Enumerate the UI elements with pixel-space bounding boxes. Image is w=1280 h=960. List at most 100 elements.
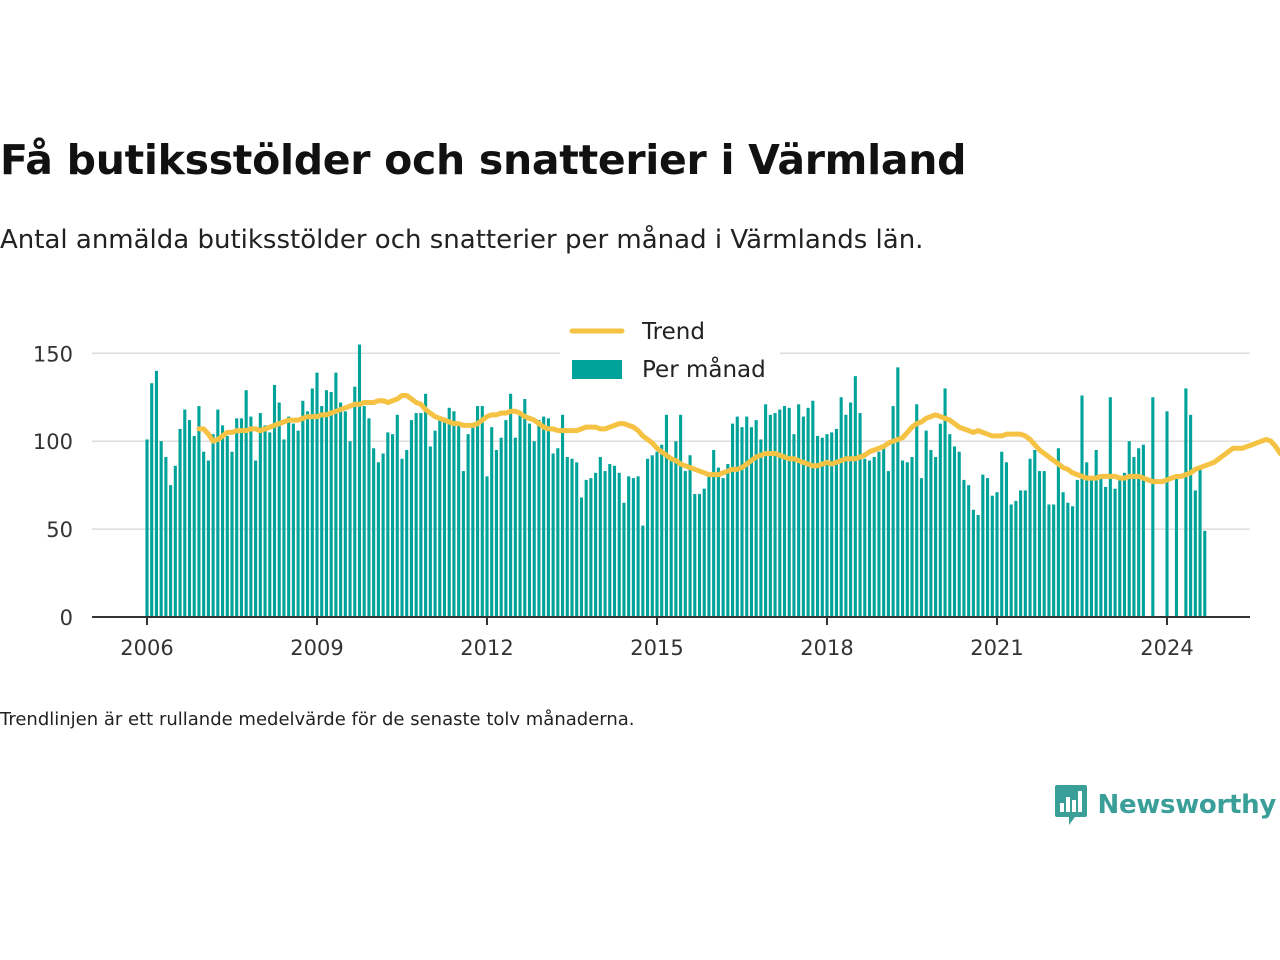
bar <box>1198 469 1202 617</box>
bar <box>801 416 805 617</box>
bar <box>1075 479 1079 617</box>
bar <box>579 497 583 617</box>
bar <box>1189 414 1193 617</box>
bar <box>938 423 942 617</box>
bar <box>627 476 631 617</box>
bar <box>438 418 442 617</box>
bar <box>206 460 210 617</box>
bar <box>277 402 281 617</box>
bar <box>664 414 668 617</box>
x-tick-label: 2018 <box>800 636 853 660</box>
bar <box>1127 441 1131 617</box>
bar <box>178 428 182 617</box>
bar <box>679 414 683 617</box>
bar <box>853 376 857 617</box>
bar <box>320 406 324 617</box>
bar <box>395 414 399 617</box>
bar <box>306 411 310 617</box>
bar <box>740 427 744 617</box>
bar <box>1028 458 1032 617</box>
legend-bars-swatch <box>572 360 622 379</box>
bar <box>296 430 300 617</box>
bar <box>575 462 579 617</box>
bar <box>202 451 206 617</box>
bar <box>461 471 465 617</box>
bar <box>1004 462 1008 617</box>
bar <box>1099 476 1103 617</box>
bar <box>915 404 919 617</box>
bar <box>825 434 829 617</box>
bar <box>542 416 546 617</box>
bar <box>867 460 872 617</box>
bar <box>343 411 347 617</box>
bar <box>990 495 994 617</box>
chart-title: Få butiksstölder och snatterier i Värmla… <box>0 136 967 184</box>
bar <box>433 430 437 617</box>
bar <box>811 400 815 617</box>
bar <box>197 406 201 617</box>
bar <box>1132 457 1136 617</box>
bar <box>584 479 588 617</box>
bar <box>480 406 484 617</box>
bar <box>173 465 177 617</box>
bar <box>339 402 343 617</box>
bar <box>301 400 305 617</box>
bar <box>499 437 503 617</box>
bar <box>428 446 432 617</box>
bar <box>485 476 489 617</box>
x-tick-label: 2024 <box>1140 636 1193 660</box>
bar <box>830 432 834 617</box>
bar <box>1052 504 1056 617</box>
trend-line <box>196 392 1280 485</box>
bar <box>943 388 947 617</box>
bar <box>1085 462 1089 617</box>
bar <box>442 420 447 617</box>
bar <box>1009 504 1013 617</box>
bar <box>192 435 196 617</box>
bar <box>367 418 371 617</box>
bar <box>797 404 801 617</box>
bar <box>971 509 975 617</box>
bar <box>1061 492 1065 617</box>
chart-area: 0 50 100 150 2006 2009 2012 2015 2018 2021 2024 T… <box>33 314 1280 660</box>
bar <box>1066 502 1070 617</box>
bar <box>882 446 886 617</box>
bar <box>527 423 532 617</box>
bar <box>1047 504 1051 617</box>
bar <box>603 471 607 617</box>
bar <box>1108 397 1112 617</box>
brand-name: Newsworthy <box>1097 790 1277 820</box>
bar <box>357 344 362 617</box>
bar <box>183 409 187 617</box>
bar <box>901 460 905 617</box>
bar <box>235 418 239 617</box>
y-tick-labels: 0 50 100 150 <box>33 342 73 630</box>
bar <box>471 425 475 617</box>
bar <box>636 476 640 617</box>
bar <box>362 406 366 617</box>
bar <box>608 464 612 617</box>
bar <box>712 449 716 617</box>
bar <box>655 451 659 617</box>
bar <box>348 441 352 617</box>
bar <box>556 448 560 617</box>
bar <box>230 451 234 617</box>
bar <box>1014 500 1018 617</box>
bar <box>1094 449 1098 617</box>
bar <box>164 457 168 617</box>
bar <box>537 420 541 617</box>
bar <box>967 485 971 617</box>
bar <box>239 418 243 617</box>
bar <box>494 449 498 617</box>
bar <box>929 449 933 617</box>
bar <box>669 460 673 617</box>
bar <box>816 435 820 617</box>
bar <box>598 457 602 617</box>
bar <box>159 441 163 617</box>
bar <box>849 402 853 617</box>
bar <box>924 430 928 617</box>
bar <box>329 391 333 617</box>
bar <box>896 367 900 617</box>
bar <box>612 465 617 617</box>
bar <box>622 502 626 617</box>
